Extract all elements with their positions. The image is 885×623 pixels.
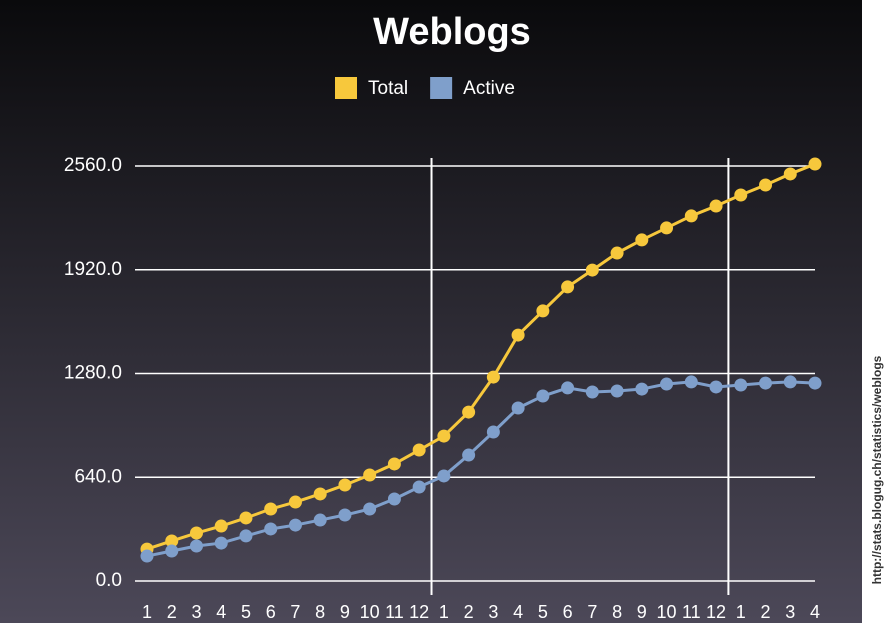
legend-swatch <box>430 77 453 99</box>
x-tick-label: 8 <box>315 602 325 622</box>
data-point <box>462 448 476 462</box>
data-point <box>214 536 228 550</box>
data-point <box>536 304 550 318</box>
x-tick-label: 1 <box>736 602 746 622</box>
data-point <box>288 495 302 509</box>
data-point <box>363 502 377 516</box>
x-tick-label: 4 <box>810 602 820 622</box>
data-point <box>610 384 624 398</box>
x-tick-label: 1 <box>439 602 449 622</box>
data-point <box>684 375 698 389</box>
data-point <box>165 534 179 548</box>
data-point <box>412 443 426 457</box>
x-tick-label: 6 <box>563 602 573 622</box>
data-point <box>264 522 278 536</box>
data-point <box>264 502 278 516</box>
x-tick-label: 5 <box>538 602 548 622</box>
legend-label: Total <box>368 78 408 99</box>
x-tick-label: 3 <box>488 602 498 622</box>
data-point <box>660 221 674 235</box>
x-tick-label: 3 <box>785 602 795 622</box>
data-point <box>338 478 352 492</box>
data-point <box>783 375 797 389</box>
data-point <box>313 487 327 501</box>
data-point <box>239 511 253 525</box>
x-tick-label: 8 <box>612 602 622 622</box>
data-point <box>511 328 525 342</box>
data-point <box>808 157 822 171</box>
x-tick-label: 4 <box>216 602 226 622</box>
legend-swatch <box>335 77 357 99</box>
data-point <box>511 401 525 415</box>
data-point <box>561 381 575 395</box>
data-point <box>635 382 649 396</box>
series-line <box>146 380 816 558</box>
data-point <box>437 429 451 443</box>
data-point <box>585 263 599 277</box>
x-tick-label: 3 <box>191 602 201 622</box>
x-tick-label: 5 <box>241 602 251 622</box>
source-label: http://stats.blogug.ch/statistics/weblog… <box>870 355 884 584</box>
x-tick-label: 2 <box>761 602 771 622</box>
data-point <box>684 209 698 223</box>
y-tick-label: 1920.0 <box>64 259 122 280</box>
data-point <box>462 405 476 419</box>
x-tick-label: 2 <box>464 602 474 622</box>
y-tick-label: 1280.0 <box>64 363 122 384</box>
x-tick-label: 7 <box>587 602 597 622</box>
data-point <box>288 518 302 532</box>
data-point <box>363 468 377 482</box>
data-point <box>189 526 203 540</box>
data-point <box>709 199 723 213</box>
data-point <box>313 513 327 527</box>
x-tick-label: 10 <box>360 602 380 622</box>
data-point <box>734 378 748 392</box>
data-point <box>189 539 203 553</box>
y-tick-label: 640.0 <box>74 466 122 487</box>
data-point <box>759 376 773 390</box>
x-tick-label: 10 <box>657 602 677 622</box>
data-point <box>338 508 352 522</box>
data-point <box>387 457 401 471</box>
y-tick-label: 0.0 <box>96 570 122 591</box>
chart-title: Weblogs <box>373 11 531 53</box>
x-tick-label: 9 <box>637 602 647 622</box>
data-point <box>239 529 253 543</box>
data-point <box>561 280 575 294</box>
data-point <box>759 178 773 192</box>
x-tick-label: 12 <box>409 602 429 622</box>
x-tick-label: 6 <box>266 602 276 622</box>
data-point <box>783 167 797 181</box>
data-point <box>165 544 179 558</box>
data-point <box>214 519 228 533</box>
series-line <box>146 162 816 551</box>
data-point <box>140 549 154 563</box>
data-point <box>709 380 723 394</box>
legend-label: Active <box>463 78 515 99</box>
data-point <box>610 246 624 260</box>
x-tick-label: 2 <box>167 602 177 622</box>
data-point <box>486 425 500 439</box>
x-tick-label: 4 <box>513 602 523 622</box>
y-tick-label: 2560.0 <box>64 155 122 176</box>
data-point <box>486 370 500 384</box>
data-point <box>437 469 451 483</box>
x-tick-label: 12 <box>706 602 726 622</box>
data-point <box>734 188 748 202</box>
data-point <box>412 480 426 494</box>
data-point <box>536 389 550 403</box>
x-tick-label: 1 <box>142 602 152 622</box>
data-point <box>585 385 599 399</box>
data-point <box>808 376 822 390</box>
x-tick-label: 9 <box>340 602 350 622</box>
data-point <box>660 377 674 391</box>
data-point <box>387 492 401 506</box>
x-tick-label: 11 <box>385 602 404 622</box>
x-tick-label: 7 <box>290 602 300 622</box>
data-point <box>635 233 649 247</box>
x-tick-label: 11 <box>682 602 701 622</box>
